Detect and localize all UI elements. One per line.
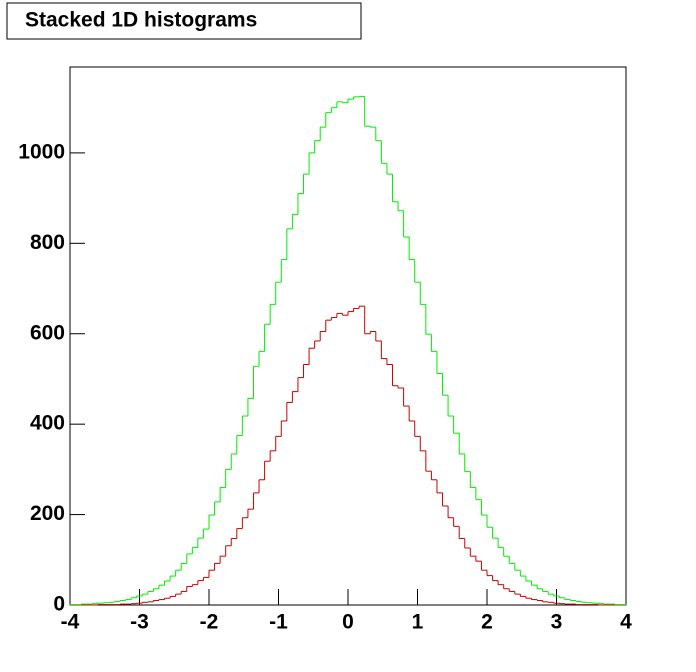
y-tick-label: 1000	[18, 140, 65, 163]
y-tick-label: 600	[30, 321, 65, 344]
x-tick-label: -1	[269, 611, 288, 634]
x-tick-label: -3	[130, 611, 149, 634]
x-tick-label: 0	[342, 611, 354, 634]
x-tick-label: 2	[481, 611, 493, 634]
x-tick-label: -4	[61, 611, 80, 634]
x-tick-label: 3	[551, 611, 563, 634]
chart-title: Stacked 1D histograms	[25, 9, 257, 32]
x-tick-label: -2	[200, 611, 219, 634]
y-tick-label: 200	[30, 502, 65, 525]
title-box	[6, 2, 362, 40]
y-tick-label: 800	[30, 231, 65, 254]
y-tick-label: 400	[30, 412, 65, 435]
x-tick-label: 1	[412, 611, 424, 634]
x-tick-label: 4	[620, 611, 632, 634]
frame	[69, 66, 627, 606]
y-tick-label: 0	[53, 593, 65, 616]
